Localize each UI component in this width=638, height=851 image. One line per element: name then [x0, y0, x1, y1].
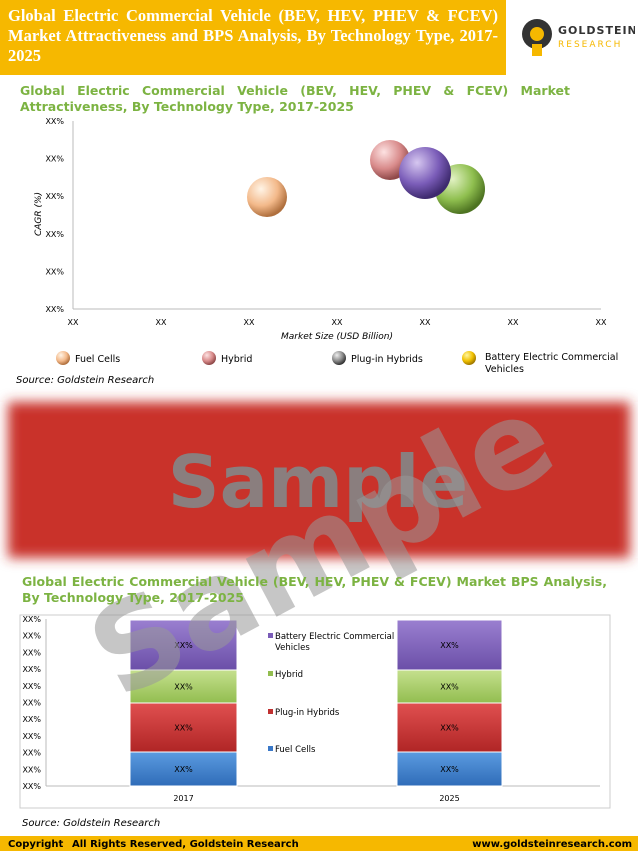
- y-tick-label: XX%: [22, 732, 41, 741]
- x-tick-label: 2017: [173, 794, 193, 803]
- x-tick-label: XX: [420, 318, 431, 327]
- plot-frame: [19, 614, 611, 809]
- bar-segment: [129, 702, 238, 753]
- y-tick-label: XX%: [45, 155, 64, 164]
- x-tick-label: XX: [68, 318, 79, 327]
- legend-icon: [56, 351, 70, 365]
- y-tick-label: XX%: [22, 632, 41, 641]
- bubble-chart-title: Global Electric Commercial Vehicle (BEV,…: [20, 83, 570, 114]
- x-tick-label: XX: [596, 318, 607, 327]
- y-axis-title: CAGR (%): [34, 192, 44, 236]
- segment-label: XX%: [440, 724, 459, 733]
- footer-website: www.goldsteinresearch.com: [472, 839, 632, 850]
- legend-label: Plug-in Hybrids: [351, 354, 423, 365]
- x-tick-label: 2025: [439, 794, 459, 803]
- legend-label: Plug-in Hybrids: [275, 708, 340, 718]
- y-tick-label: XX%: [22, 782, 41, 791]
- legend-label: Fuel Cells: [275, 745, 316, 755]
- legend-icon: [202, 351, 216, 365]
- bar-segment: [396, 619, 503, 671]
- logo-name: GOLDSTEIN: [558, 24, 635, 37]
- footer-copyright: Copyright: [8, 839, 64, 850]
- y-tick-label: XX%: [22, 749, 41, 758]
- source: Source: Goldstein Research: [22, 818, 161, 829]
- segment-label: XX%: [174, 683, 193, 692]
- bar-segment: [129, 619, 238, 671]
- footer-rights: All Rights Reserved, Goldstein Research: [72, 839, 299, 850]
- legend-swatch: [268, 671, 273, 676]
- legend-label: Battery Electric Commercial Vehicles: [275, 632, 394, 653]
- bar-segment: [129, 751, 238, 787]
- x-axis-title: Market Size (USD Billion): [281, 332, 393, 342]
- y-tick-label: XX%: [45, 305, 64, 314]
- segment-label: XX%: [440, 683, 459, 692]
- segment-label: XX%: [440, 765, 459, 774]
- segment-label: XX%: [440, 641, 459, 650]
- y-tick-label: XX%: [22, 715, 41, 724]
- header-bar: [0, 0, 506, 75]
- legend-label: Hybrid: [275, 670, 303, 680]
- footer-bar: [0, 836, 638, 851]
- y-tick-label: XX%: [45, 117, 64, 126]
- legend-label: Battery Electric Commercial Vehicles: [485, 352, 618, 375]
- y-tick-label: XX%: [22, 765, 41, 774]
- segment-label: XX%: [174, 724, 193, 733]
- y-tick-label: XX%: [45, 230, 64, 239]
- legend-icon: [462, 351, 476, 365]
- x-tick-label: XX: [332, 318, 343, 327]
- bar-chart-title: Global Electric Commercial Vehicle (BEV,…: [22, 574, 607, 605]
- legend-label: Fuel Cells: [75, 354, 120, 365]
- legend-swatch: [268, 709, 273, 714]
- legend-swatch: [268, 746, 273, 751]
- source: Source: Goldstein Research: [16, 375, 155, 386]
- bar-segment: [396, 669, 503, 704]
- y-tick-label: XX%: [22, 665, 41, 674]
- header-title: Global Electric Commercial Vehicle (BEV,…: [8, 6, 498, 65]
- segment-label: XX%: [174, 765, 193, 774]
- y-tick-label: XX%: [22, 699, 41, 708]
- x-tick-label: XX: [508, 318, 519, 327]
- bar-segment: [396, 702, 503, 753]
- legend-swatch: [268, 633, 273, 638]
- bar-segment: [396, 751, 503, 787]
- sample-text: Sample: [168, 440, 469, 524]
- legend-label: Hybrid: [221, 354, 252, 365]
- x-tick-label: XX: [156, 318, 167, 327]
- bubble-fuel-cells: [247, 177, 287, 217]
- y-tick-label: XX%: [22, 682, 41, 691]
- segment-label: XX%: [174, 641, 193, 650]
- y-tick-label: XX%: [22, 648, 41, 657]
- x-tick-label: XX: [244, 318, 255, 327]
- logo-sub: RESEARCH: [558, 40, 622, 50]
- legend-icon: [332, 351, 346, 365]
- y-tick-label: XX%: [45, 192, 64, 201]
- bubble-plug-in: [399, 147, 451, 199]
- logo: GOLDSTEIN RESEARCH: [522, 19, 635, 56]
- sample-banner: [8, 402, 630, 558]
- y-tick-label: XX%: [22, 615, 41, 624]
- y-tick-label: XX%: [45, 267, 64, 276]
